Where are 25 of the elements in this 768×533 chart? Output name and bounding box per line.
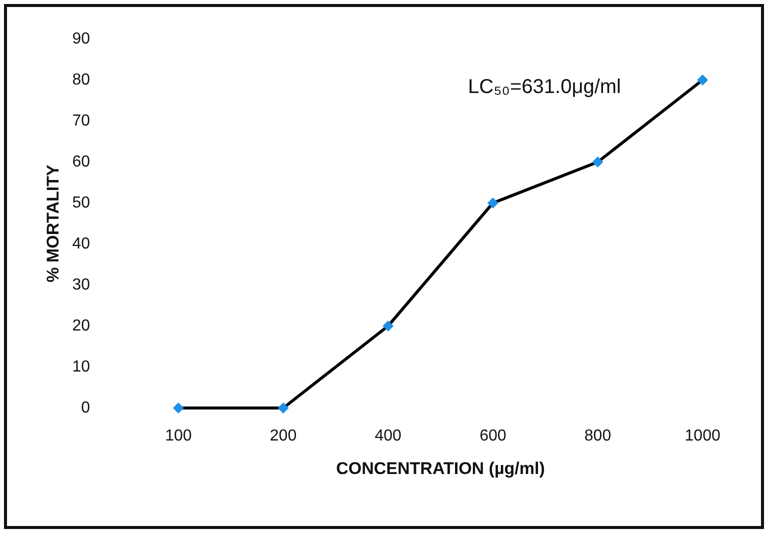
y-tick-label: 10: [72, 358, 90, 376]
point: [592, 156, 604, 168]
x-tick-label: 100: [165, 428, 192, 444]
y-tick-label: 80: [72, 72, 90, 88]
point: [487, 198, 498, 208]
y-tick-label: 90: [72, 30, 90, 48]
y-tick-label: 50: [72, 194, 90, 212]
point: [278, 402, 289, 414]
x-tick-label: 600: [480, 428, 506, 444]
x-tick-label: 400: [374, 428, 402, 444]
annotation: LC₅₀=631.0μg/ml: [468, 76, 622, 98]
y-tick-label: 0: [81, 400, 90, 416]
y-tick-label: 60: [72, 154, 90, 170]
y-axis-title: % MORTALITY: [43, 164, 62, 282]
y-tick-label: 20: [72, 318, 90, 334]
x-axis-title: CONCENTRATION (µg/ml): [336, 459, 545, 478]
x-tick-label: 1000: [684, 428, 720, 444]
x-tick-label: 800: [584, 428, 612, 444]
x-tick-label: 200: [270, 428, 297, 444]
point: [697, 74, 708, 86]
point: [172, 402, 184, 414]
y-tick-label: 70: [72, 112, 90, 130]
y-tick-label: 30: [72, 276, 90, 294]
point: [382, 320, 394, 332]
y-tick-label: 40: [72, 236, 90, 252]
